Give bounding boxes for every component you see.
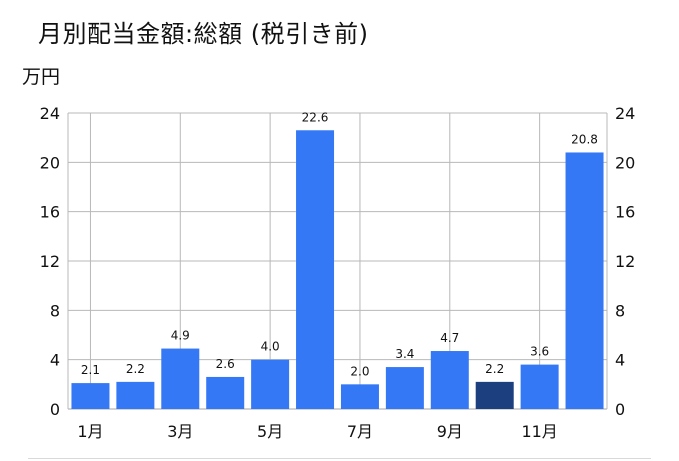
y-tick-label-right: 20 xyxy=(615,153,635,172)
data-label: 20.8 xyxy=(571,132,598,146)
y-tick-label-right: 24 xyxy=(615,104,635,123)
y-tick-label-right: 8 xyxy=(615,301,625,320)
bottom-divider xyxy=(28,458,651,459)
y-tick-label-left: 12 xyxy=(40,252,60,271)
y-tick-label-left: 24 xyxy=(40,104,60,123)
y-tick-label-left: 4 xyxy=(50,351,60,370)
data-label: 2.1 xyxy=(81,363,100,377)
y-tick-label-left: 20 xyxy=(40,153,60,172)
y-tick-label-right: 0 xyxy=(615,400,625,419)
bar-11月 xyxy=(520,364,559,409)
y-tick-label-left: 0 xyxy=(50,400,60,419)
data-label: 2.2 xyxy=(126,362,145,376)
y-tick-label-right: 4 xyxy=(615,351,625,370)
y-tick-label-right: 12 xyxy=(615,252,635,271)
data-label: 22.6 xyxy=(302,110,329,124)
bar-1月 xyxy=(71,383,110,409)
data-label: 4.7 xyxy=(440,331,459,345)
bar-3月 xyxy=(161,348,200,409)
data-label: 4.0 xyxy=(261,340,280,354)
data-label: 3.4 xyxy=(395,347,414,361)
data-label: 2.2 xyxy=(485,362,504,376)
x-tick-label: 3月 xyxy=(167,422,193,441)
x-tick-label: 5月 xyxy=(257,422,283,441)
data-label: 3.6 xyxy=(530,345,549,359)
bar-6月 xyxy=(296,130,335,409)
data-label: 2.0 xyxy=(350,364,369,378)
bar-4月 xyxy=(206,376,245,409)
bar-5月 xyxy=(251,359,290,409)
y-tick-label-right: 16 xyxy=(615,203,635,222)
x-tick-label: 11月 xyxy=(521,422,557,441)
x-tick-label: 7月 xyxy=(347,422,373,441)
chart-title: 月別配当金額:総額 (税引き前) xyxy=(38,20,369,48)
data-label: 2.6 xyxy=(216,357,235,371)
y-tick-label-left: 8 xyxy=(50,301,60,320)
x-tick-label: 9月 xyxy=(437,422,463,441)
y-tick-label-left: 16 xyxy=(40,203,60,222)
bar-2月 xyxy=(116,381,155,409)
bar-10月 xyxy=(475,381,514,409)
bar-8月 xyxy=(385,367,424,409)
y-axis-unit-label: 万円 xyxy=(22,66,61,88)
x-tick-label: 1月 xyxy=(77,422,103,441)
bar-7月 xyxy=(340,384,379,409)
bar-9月 xyxy=(430,351,469,409)
bar-12月 xyxy=(565,152,604,409)
data-label: 4.9 xyxy=(171,329,190,343)
